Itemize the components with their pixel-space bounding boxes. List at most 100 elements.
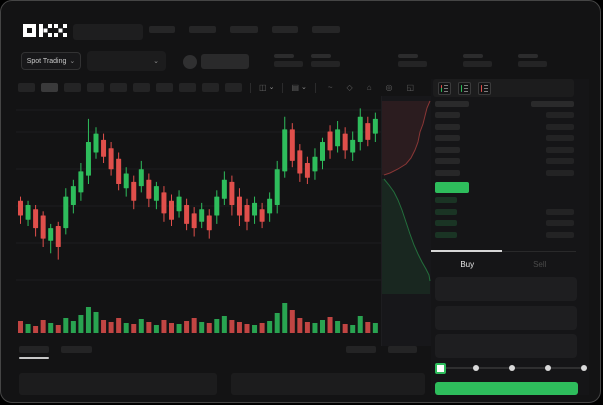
half (481, 84, 482, 92)
toolbar-separator (250, 82, 251, 93)
chevron-down-icon: ⌄ (69, 57, 76, 65)
bid-amount (546, 208, 574, 215)
candlesticks (18, 108, 378, 260)
ticker-stat-label (311, 54, 331, 58)
slider-step-dot[interactable] (545, 365, 551, 371)
ask-price (435, 135, 460, 141)
tab-sell[interactable]: Sell (533, 260, 547, 269)
volume-bar (161, 320, 167, 333)
bottom-tab-right[interactable] (388, 346, 417, 353)
top-nav (149, 26, 340, 33)
bid-row[interactable] (435, 208, 580, 215)
nav-item[interactable] (312, 26, 340, 33)
candlestick-chart[interactable] (16, 97, 381, 347)
candle (259, 202, 265, 229)
header-action-button[interactable] (201, 54, 249, 69)
chart-settings-icon[interactable]: ◎ (385, 82, 393, 92)
interval-button[interactable] (133, 83, 150, 92)
interval-button[interactable] (18, 83, 35, 92)
slider-handle[interactable] (435, 363, 446, 374)
volume-bar (146, 322, 152, 333)
candle (108, 142, 114, 176)
candle (350, 131, 356, 161)
bottom-tab-right[interactable] (346, 346, 376, 353)
ask-row[interactable] (435, 158, 580, 164)
candle (206, 209, 212, 239)
indicators-dropdown[interactable]: ▤ ⌄ (291, 82, 306, 92)
order-form-field-3[interactable] (435, 334, 577, 358)
volume-bar (108, 322, 114, 333)
market-selector-dropdown[interactable]: Spot Trading ⌄ (21, 52, 81, 70)
ask-row[interactable] (435, 169, 580, 176)
interval-button[interactable] (179, 83, 196, 92)
volume-bar (184, 321, 190, 333)
order-book-panel: Buy Sell (431, 79, 589, 395)
nav-item[interactable] (230, 26, 258, 33)
bid-row[interactable] (435, 197, 580, 203)
view-bids-only-icon[interactable] (458, 81, 471, 95)
interval-button[interactable] (202, 83, 219, 92)
interval-button[interactable] (64, 83, 81, 92)
book-icon-dashes (464, 84, 468, 92)
candle (85, 118, 91, 184)
toolbar-separator (282, 82, 284, 93)
view-asks-only-icon[interactable] (478, 81, 491, 95)
candle (70, 179, 76, 214)
interval-button[interactable] (41, 83, 58, 92)
ask-price (435, 123, 460, 130)
ask-row[interactable] (435, 135, 580, 141)
slider-step-dot[interactable] (473, 365, 479, 371)
ask-row[interactable] (435, 146, 580, 153)
candle (297, 144, 303, 182)
view-combined-icon[interactable] (438, 81, 451, 95)
volume-bar (229, 320, 235, 333)
ask-amount (546, 169, 574, 176)
ask-amount (546, 135, 574, 141)
ask-price (435, 169, 460, 176)
slider-step-dot[interactable] (509, 365, 515, 371)
volume-bar (259, 323, 265, 333)
search-bar[interactable] (73, 24, 143, 40)
bottom-tab-active[interactable] (19, 346, 49, 359)
book-icon-color-column (461, 84, 462, 92)
avatar[interactable] (183, 55, 197, 69)
tab-buy[interactable]: Buy (460, 260, 475, 269)
slider-step-dot[interactable] (581, 365, 587, 371)
ask-price (435, 112, 460, 118)
buy-submit-button[interactable] (435, 382, 578, 395)
order-form-field-1[interactable] (435, 277, 577, 301)
volume-bar (335, 321, 341, 333)
interval-button[interactable] (87, 83, 104, 92)
fullscreen-icon[interactable]: ◱ (406, 82, 415, 92)
bid-row[interactable] (435, 220, 580, 226)
dash (444, 84, 448, 86)
orderbook-asks (435, 112, 580, 176)
indicators-icon: ▤ (291, 82, 299, 92)
interval-button[interactable] (110, 83, 127, 92)
bottom-tab[interactable] (61, 346, 92, 353)
nav-item[interactable] (189, 26, 216, 33)
ask-price (435, 158, 460, 164)
volume-bar (40, 320, 46, 333)
ask-row[interactable] (435, 112, 580, 118)
nav-item[interactable] (272, 26, 298, 33)
interval-button[interactable] (156, 83, 173, 92)
snapshot-icon[interactable]: ⌂ (366, 82, 372, 92)
bid-row[interactable] (435, 231, 580, 238)
nav-item[interactable] (149, 26, 175, 33)
candle-style-dropdown[interactable]: ◫ ⌄ (259, 83, 274, 92)
ask-row[interactable] (435, 123, 580, 130)
amount-slider[interactable] (435, 362, 587, 374)
draw-tool-icon[interactable]: ◇ (346, 82, 353, 92)
candle (236, 188, 242, 226)
candle (169, 194, 174, 226)
pair-selector-dropdown[interactable]: ⌄ (87, 51, 166, 71)
candle (244, 198, 250, 231)
order-form-field-2[interactable] (435, 306, 577, 330)
candle (320, 137, 325, 170)
volume-bar (33, 326, 39, 333)
volume-bar (282, 303, 288, 333)
interval-button[interactable] (225, 83, 242, 92)
wave-tool-icon[interactable]: ~ (327, 82, 333, 92)
candle (191, 207, 197, 237)
